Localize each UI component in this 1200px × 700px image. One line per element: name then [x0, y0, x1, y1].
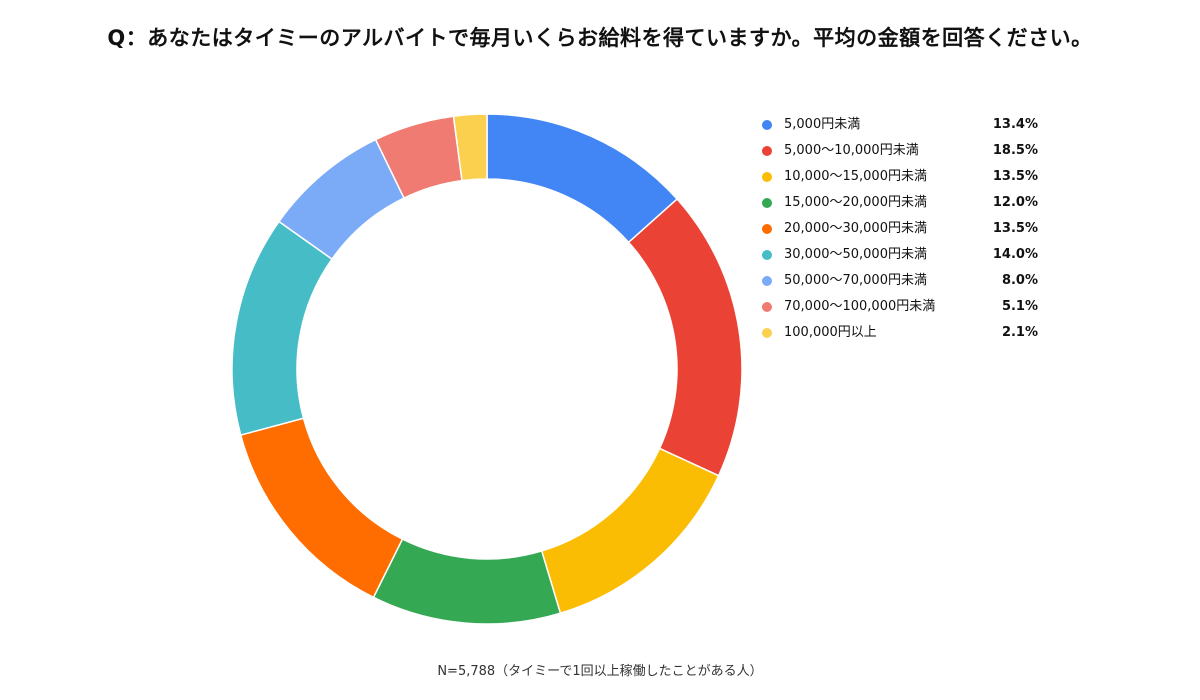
legend-value: 5.1%: [1001, 299, 1038, 314]
legend-swatch: [762, 276, 772, 286]
legend-label: 20,000〜30,000円未満: [784, 221, 927, 236]
legend-entry: 15,000〜20,000円未満 12.0%: [762, 190, 1052, 216]
legend-value: 2.1%: [1001, 325, 1038, 340]
donut-slice-2: [627, 197, 743, 477]
legend-swatch: [762, 250, 772, 260]
legend-label: 5,000〜10,000円未満: [784, 143, 919, 158]
legend-label: 5,000円未満: [784, 117, 861, 132]
legend-value: 13.5%: [992, 169, 1038, 184]
chart-legend: 5,000円未満 13.4% 5,000〜10,000円未満 18.5% 10,000〜…: [762, 112, 1052, 346]
donut-slice-5: [239, 417, 404, 599]
legend-entry: 70,000〜100,000円未満 5.1%: [762, 294, 1052, 320]
legend-entry: 50,000〜70,000円未満 8.0%: [762, 268, 1052, 294]
legend-label: 70,000〜100,000円未満: [784, 299, 936, 314]
donut-slice-3: [540, 447, 720, 615]
legend-swatch: [762, 302, 772, 312]
chart-footnote: N=5,788（タイミーで1回以上稼働したことがある人）: [437, 664, 763, 679]
donut-slice-9: [452, 113, 488, 182]
legend-value: 13.4%: [992, 117, 1038, 132]
legend-value: 13.5%: [992, 221, 1038, 236]
legend-label: 50,000〜70,000円未満: [784, 273, 927, 288]
legend-value: 8.0%: [1001, 273, 1038, 288]
legend-value: 18.5%: [992, 143, 1038, 158]
legend-value: 12.0%: [992, 195, 1038, 210]
donut-slice-4: [372, 538, 562, 625]
legend-swatch: [762, 120, 772, 130]
legend-label: 30,000〜50,000円未満: [784, 247, 927, 262]
legend-swatch: [762, 328, 772, 338]
legend-label: 100,000円以上: [784, 325, 877, 340]
donut-slice-1: [486, 113, 679, 244]
legend-swatch: [762, 198, 772, 208]
legend-entry: 20,000〜30,000円未満 13.5%: [762, 216, 1052, 242]
legend-swatch: [762, 146, 772, 156]
legend-entry: 10,000〜15,000円未満 13.5%: [762, 164, 1052, 190]
legend-swatch: [762, 224, 772, 234]
legend-entry: 30,000〜50,000円未満 14.0%: [762, 242, 1052, 268]
chart-title: Q：あなたはタイミーのアルバイトで毎月いくらお給料を得ていますか。平均の金額を回…: [107, 26, 1093, 50]
donut-slices: [231, 113, 743, 625]
legend-swatch: [762, 172, 772, 182]
donut-slice-6: [231, 220, 334, 436]
legend-entry: 5,000〜10,000円未満 18.5%: [762, 138, 1052, 164]
legend-label: 10,000〜15,000円未満: [784, 169, 927, 184]
legend-value: 14.0%: [992, 247, 1038, 262]
legend-entry: 100,000円以上 2.1%: [762, 320, 1052, 346]
legend-label: 15,000〜20,000円未満: [784, 195, 927, 210]
legend-entry: 5,000円未満 13.4%: [762, 112, 1052, 138]
